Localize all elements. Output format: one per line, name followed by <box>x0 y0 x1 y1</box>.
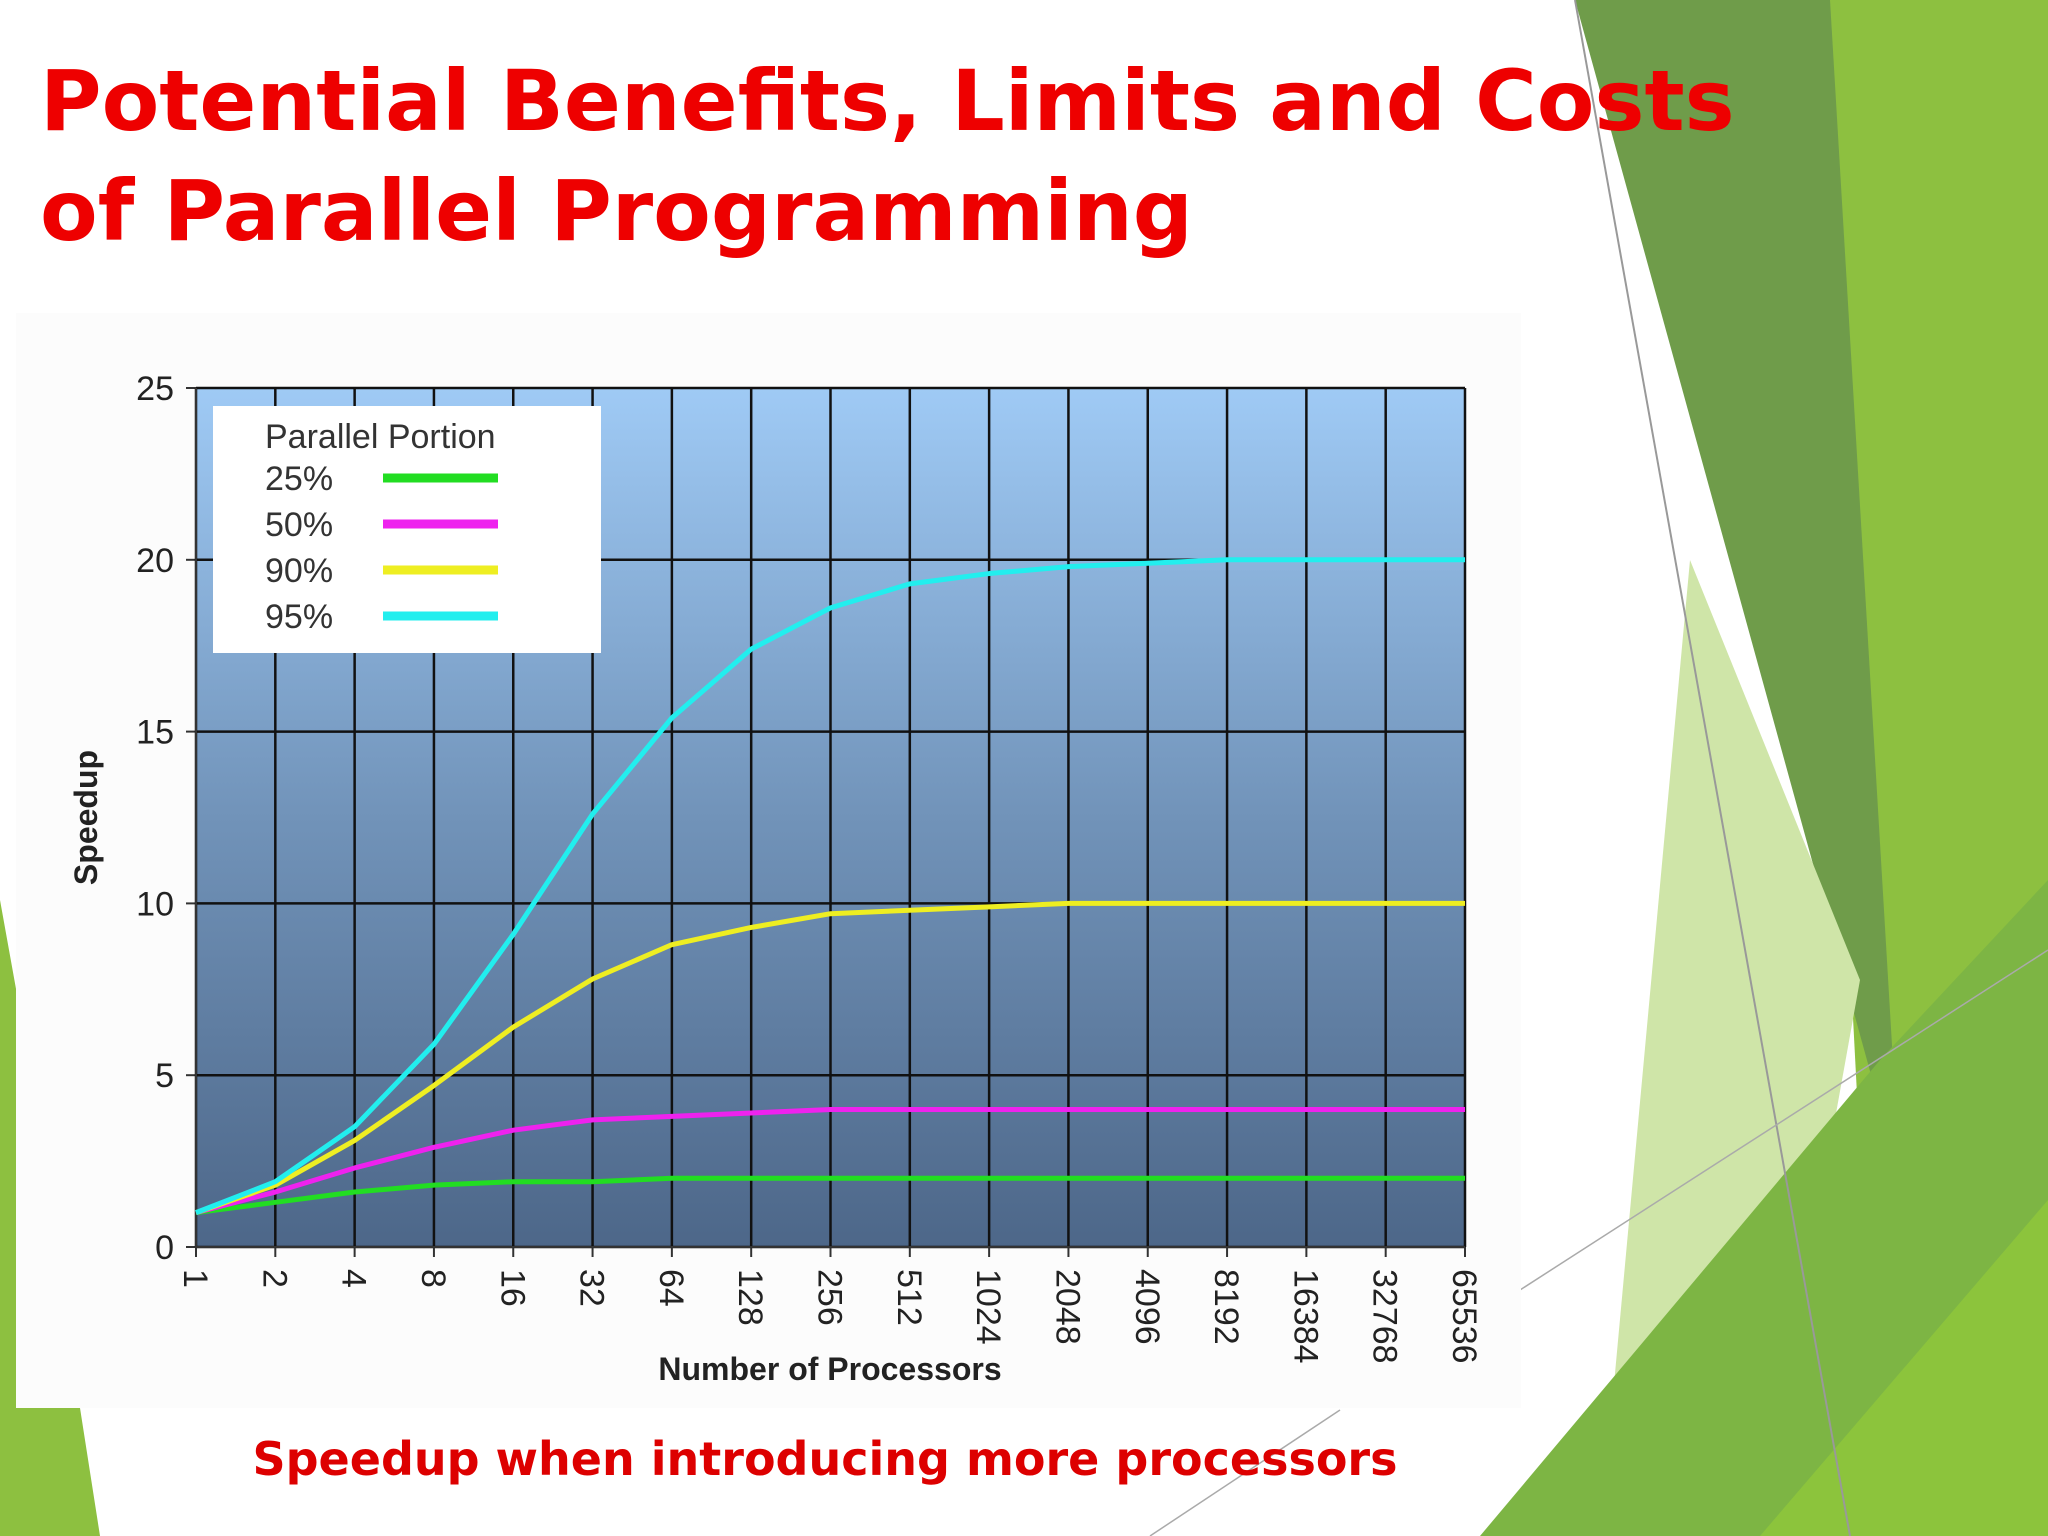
series-line <box>195 1107 1465 1216</box>
x-tick-label: 4 <box>335 1269 373 1288</box>
x-tick-label: 128 <box>731 1269 769 1326</box>
y-tick-label: 25 <box>136 370 174 408</box>
x-axis-label: Number of Processors <box>658 1351 1001 1387</box>
x-tick-label: 65536 <box>1445 1269 1483 1364</box>
series-line <box>195 1175 1465 1216</box>
y-tick-label: 5 <box>155 1057 174 1095</box>
x-tick-label: 64 <box>652 1269 690 1307</box>
y-tick-label: 20 <box>136 542 174 580</box>
x-tick-label: 2048 <box>1048 1269 1086 1345</box>
legend-label: 25% <box>265 460 333 498</box>
series-line <box>195 557 1465 1215</box>
x-tick-label: 32 <box>573 1269 611 1307</box>
caption: Speedup when introducing more processors <box>252 1432 1397 1486</box>
x-tick-label: 512 <box>890 1269 928 1326</box>
x-tick-label: 32768 <box>1366 1269 1404 1364</box>
series-line <box>195 900 1465 1216</box>
legend-label: 90% <box>265 552 333 590</box>
y-tick-label: 10 <box>136 885 174 923</box>
chart: 0 5 10 15 20 25 1 2 4 8 16 32 64 128 256 512 1024 2048 409… <box>68 370 1483 1387</box>
y-tick-label: 15 <box>136 714 174 752</box>
x-tick-label: 8 <box>414 1269 452 1288</box>
x-tick-label: 1 <box>176 1269 214 1288</box>
legend-label: 50% <box>265 506 333 544</box>
y-axis-label: Speedup <box>68 750 104 885</box>
legend-title: Parallel Portion <box>265 418 496 456</box>
x-tick-label: 16384 <box>1286 1269 1324 1364</box>
x-tick-label: 8192 <box>1207 1269 1245 1345</box>
slide-title: Potential Benefits, Limits and Costs <box>40 52 1735 150</box>
slide-title: of Parallel Programming <box>40 162 1193 260</box>
x-tick-label: 4096 <box>1128 1269 1166 1345</box>
y-tick-label: 0 <box>155 1229 174 1267</box>
x-tick-label: 16 <box>493 1269 531 1307</box>
legend-label: 95% <box>265 598 333 636</box>
x-tick-label: 2 <box>255 1269 293 1288</box>
x-tick-label: 256 <box>811 1269 849 1326</box>
x-tick-label: 1024 <box>969 1269 1007 1345</box>
